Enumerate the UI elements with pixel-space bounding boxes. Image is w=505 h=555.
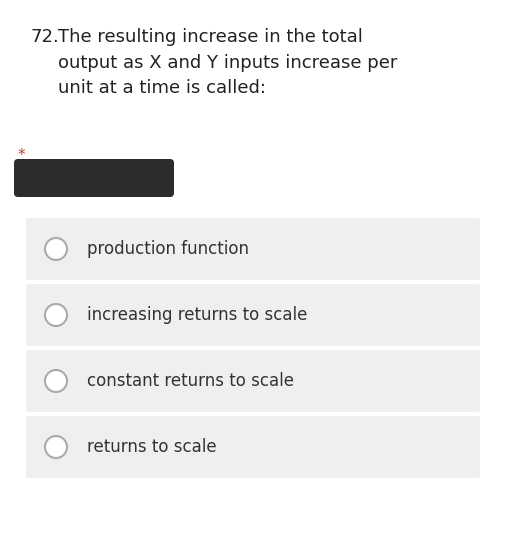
FancyBboxPatch shape: [14, 159, 174, 197]
Text: constant returns to scale: constant returns to scale: [87, 372, 293, 390]
Circle shape: [45, 436, 67, 458]
Text: The resulting increase in the total
output as X and Y inputs increase per
unit a: The resulting increase in the total outp…: [58, 28, 396, 97]
Text: 72.: 72.: [30, 28, 59, 46]
Circle shape: [45, 238, 67, 260]
FancyBboxPatch shape: [26, 284, 479, 346]
FancyBboxPatch shape: [26, 416, 479, 478]
Text: production function: production function: [87, 240, 248, 258]
Text: increasing returns to scale: increasing returns to scale: [87, 306, 307, 324]
FancyBboxPatch shape: [26, 218, 479, 280]
Circle shape: [45, 370, 67, 392]
Text: *: *: [18, 148, 26, 163]
Circle shape: [45, 304, 67, 326]
Text: returns to scale: returns to scale: [87, 438, 216, 456]
FancyBboxPatch shape: [26, 350, 479, 412]
